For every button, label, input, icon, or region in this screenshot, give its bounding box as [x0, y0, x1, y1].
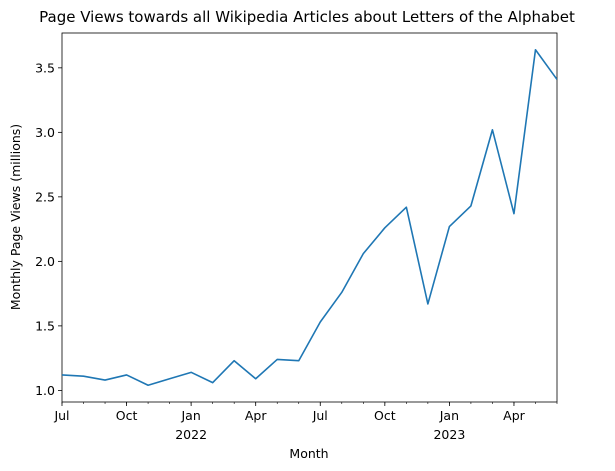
x-tick-label: Oct	[116, 408, 138, 423]
x-tick-year-label: 2022	[175, 427, 207, 442]
x-axis-title: Month	[289, 446, 328, 461]
x-tick-label: Oct	[374, 408, 396, 423]
y-tick-label: 1.5	[35, 318, 55, 333]
y-tick-label: 3.0	[35, 125, 55, 140]
y-tick-label: 1.0	[35, 383, 55, 398]
y-axis: 1.0 1.5 2.0 2.5 3.0 3.5	[35, 60, 62, 398]
series-line	[62, 48, 557, 387]
plot-area: 1.0 1.5 2.0 2.5 3.0 3.5 Jul Oct Jan 2022 Apr Jul Oc…	[35, 32, 558, 442]
series-group	[62, 48, 557, 387]
y-tick-label: 2.0	[35, 254, 55, 269]
chart-title: Page Views towards all Wikipedia Article…	[39, 8, 575, 26]
x-tick-label: Jan	[180, 408, 200, 423]
x-tick-year-label: 2023	[433, 427, 465, 442]
y-tick-label: 2.5	[35, 189, 55, 204]
plot-frame	[61, 32, 558, 403]
x-tick-label: Jul	[312, 408, 328, 423]
x-axis: Jul Oct Jan 2022 Apr Jul Oct Jan 2023 Apr	[53, 402, 558, 442]
y-axis-title: Monthly Page Views (millions)	[8, 124, 23, 310]
x-tick-label: Apr	[245, 408, 267, 423]
x-tick-label: Jul	[53, 408, 69, 423]
x-tick-label: Jan	[439, 408, 459, 423]
x-tick-label: Apr	[503, 408, 525, 423]
y-tick-label: 3.5	[35, 60, 55, 75]
